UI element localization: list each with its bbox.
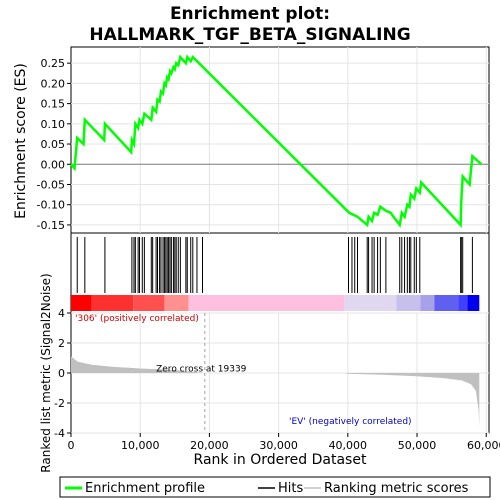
heat-bar-segment bbox=[188, 295, 345, 311]
zero-cross-label: Zero cross at 19339 bbox=[156, 365, 247, 375]
chart-title-line2: HALLMARK_TGF_BETA_SIGNALING bbox=[89, 25, 410, 45]
x-tick-label: 10,000 bbox=[121, 439, 160, 452]
metric-y-tick-label: -4 bbox=[54, 427, 65, 440]
heat-bar-segment bbox=[458, 295, 468, 311]
ranking-metric-area bbox=[71, 356, 480, 427]
heat-bar-segment bbox=[467, 295, 480, 311]
es-y-tick-label: 0.00 bbox=[41, 158, 66, 171]
x-tick-label: 20,000 bbox=[190, 439, 229, 452]
metric-y-tick-label: 0 bbox=[58, 367, 65, 380]
legend-label-hits: Hits bbox=[278, 481, 303, 496]
legend-label-ranking-metric: Ranking metric scores bbox=[324, 481, 469, 496]
es-y-tick-label: 0.05 bbox=[41, 138, 66, 151]
x-tick-label: 0 bbox=[68, 439, 75, 452]
x-tick-label: 50,000 bbox=[398, 439, 437, 452]
es-y-tick-label: 0.15 bbox=[41, 98, 66, 111]
metric-y-axis: -4 -2 0 2 4 bbox=[54, 307, 71, 440]
es-y-axis-label: Enrichment score (ES) bbox=[13, 63, 29, 219]
es-y-tick-label: 0.20 bbox=[41, 77, 66, 90]
legend-label-enrichment-profile: Enrichment profile bbox=[85, 481, 205, 496]
es-y-tick-label: -0.05 bbox=[37, 178, 65, 191]
hit-markers bbox=[76, 237, 473, 293]
es-gridlines bbox=[71, 47, 489, 233]
positive-correlation-label: '306' (positively correlated) bbox=[75, 314, 199, 324]
es-y-tick-label: 0.25 bbox=[41, 57, 66, 70]
metric-y-tick-label: -2 bbox=[54, 397, 65, 410]
negative-correlation-label: 'EV' (negatively correlated) bbox=[289, 417, 412, 427]
x-tick-label: 30,000 bbox=[259, 439, 298, 452]
enrichment-profile-line bbox=[70, 54, 483, 228]
es-y-tick-label: -0.10 bbox=[37, 199, 65, 212]
heat-bar-segment bbox=[344, 295, 397, 311]
legend-box bbox=[59, 476, 491, 498]
heat-bar-segment bbox=[133, 295, 165, 311]
metric-y-axis-label: Ranked list metric (Signal2Noise) bbox=[39, 273, 53, 472]
es-y-tick-label: 0.10 bbox=[41, 118, 66, 131]
ranking-heat-bar bbox=[71, 295, 480, 311]
heat-bar-segment bbox=[164, 295, 189, 311]
x-axis: 0 10,000 20,000 30,000 40,000 50,000 60,000 bbox=[68, 433, 500, 452]
metric-y-tick-label: 2 bbox=[58, 337, 65, 350]
heat-bar-segment bbox=[91, 295, 134, 311]
x-axis-label: Rank in Ordered Dataset bbox=[194, 452, 367, 468]
es-y-tick-label: -0.15 bbox=[37, 219, 65, 232]
chart-title-line1: Enrichment plot: bbox=[170, 4, 330, 24]
heat-bar-segment bbox=[420, 295, 435, 311]
heat-bar-segment bbox=[434, 295, 459, 311]
heat-bar-segment bbox=[71, 295, 92, 311]
heat-bar-segment bbox=[396, 295, 421, 311]
x-tick-label: 60,000 bbox=[467, 439, 500, 452]
x-tick-label: 40,000 bbox=[329, 439, 368, 452]
es-y-axis: -0.15 -0.10 -0.05 0.00 0.05 0.10 0.15 0.20 0.25 bbox=[37, 57, 71, 232]
metric-y-tick-label: 4 bbox=[58, 307, 65, 320]
